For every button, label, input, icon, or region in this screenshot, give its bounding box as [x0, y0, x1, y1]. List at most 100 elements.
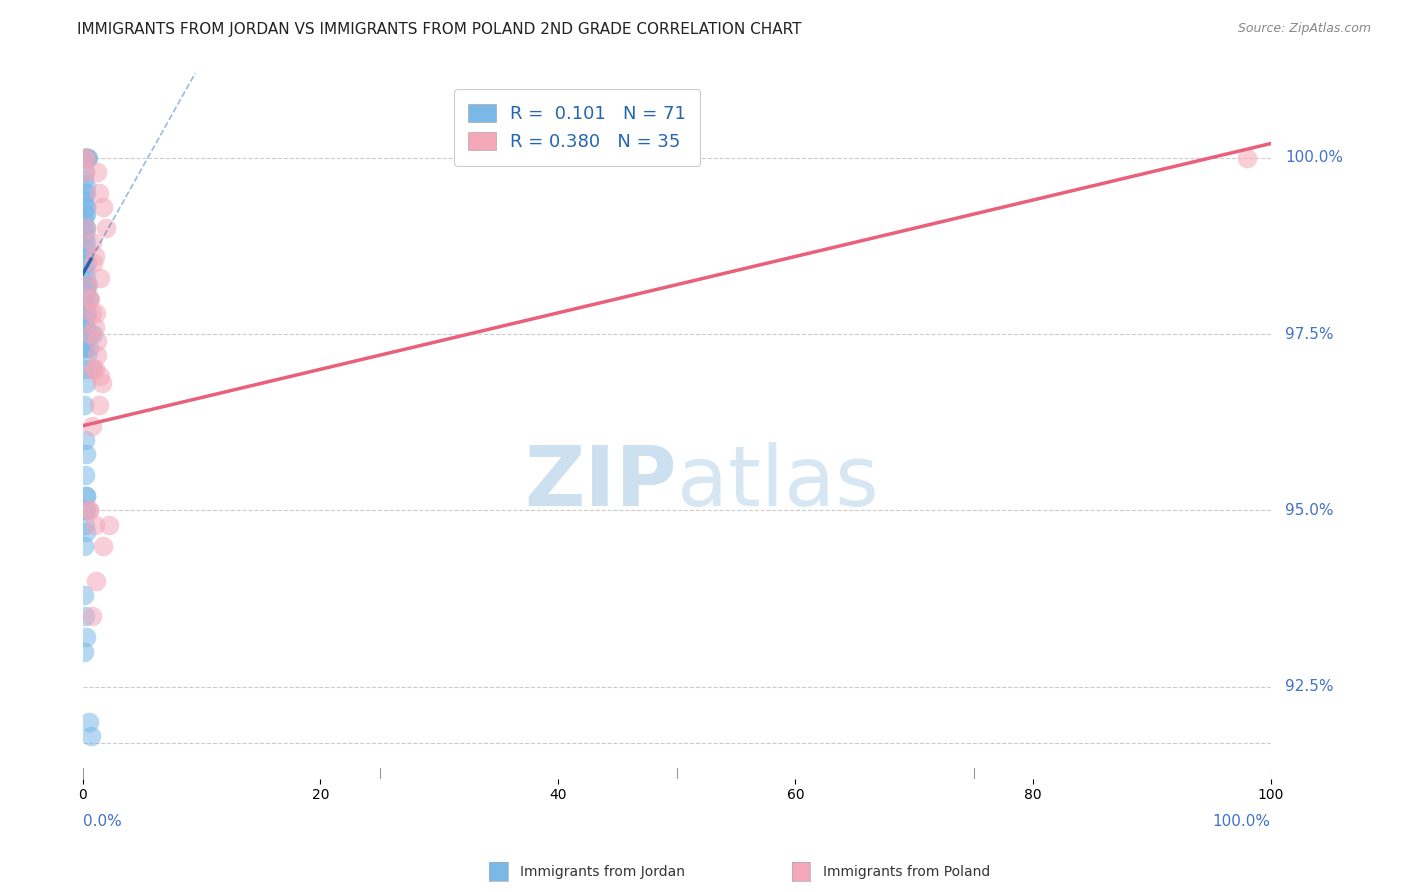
Text: Immigrants from Jordan: Immigrants from Jordan [520, 865, 685, 880]
Point [73, 193, 96, 207]
Point [79, 327, 101, 342]
Point [77, 292, 100, 306]
Point [75, 285, 97, 299]
Point [73, 151, 96, 165]
Point [75, 503, 97, 517]
Point [73, 277, 96, 292]
Point [75, 151, 97, 165]
Point [75, 207, 97, 221]
Point [80, 418, 103, 433]
Point [75, 376, 97, 391]
Text: 0.0%: 0.0% [83, 814, 121, 829]
Point [73, 214, 96, 228]
Point [75, 306, 97, 320]
Point [75, 243, 97, 257]
Point [73, 207, 96, 221]
Text: 100.0%: 100.0% [1285, 150, 1343, 165]
Point [76, 348, 98, 362]
Point [80, 362, 103, 376]
Point [73, 588, 96, 602]
Text: Source: ZipAtlas.com: Source: ZipAtlas.com [1237, 22, 1371, 36]
Point [83, 249, 105, 263]
Text: Immigrants from Poland: Immigrants from Poland [823, 865, 990, 880]
Point [73, 503, 96, 517]
Point [86, 165, 108, 179]
Point [73, 171, 96, 186]
Point [73, 186, 96, 200]
Point [75, 151, 97, 165]
Point [83, 320, 105, 334]
Point [77, 151, 100, 165]
Point [73, 151, 96, 165]
Text: 100.0%: 100.0% [1213, 814, 1271, 829]
Point [90, 376, 112, 391]
Point [73, 334, 96, 348]
Point [89, 369, 111, 384]
Point [75, 186, 97, 200]
Point [79, 327, 101, 342]
Point [77, 277, 100, 292]
Point [86, 348, 108, 362]
Point [80, 306, 103, 320]
Point [75, 489, 97, 503]
Point [75, 489, 97, 503]
Point [76, 277, 98, 292]
Point [80, 609, 103, 624]
Point [73, 228, 96, 243]
Point [73, 468, 96, 483]
Point [83, 362, 105, 376]
Point [73, 539, 96, 553]
Point [75, 299, 97, 313]
Text: 92.5%: 92.5% [1285, 680, 1333, 694]
Point [75, 221, 97, 235]
Point [73, 228, 96, 243]
Point [82, 362, 104, 376]
Point [98, 517, 121, 532]
Point [96, 221, 118, 235]
Point [82, 256, 104, 270]
Point [75, 178, 97, 193]
Point [93, 539, 115, 553]
Point [84, 574, 107, 588]
Point [77, 503, 100, 517]
Point [73, 609, 96, 624]
Point [73, 221, 96, 235]
Point [77, 292, 100, 306]
Legend: R =  0.101   N = 71, R = 0.380   N = 35: R = 0.101 N = 71, R = 0.380 N = 35 [454, 89, 700, 166]
Point [75, 320, 97, 334]
Point [73, 644, 96, 658]
Point [80, 729, 103, 743]
Point [73, 249, 96, 263]
Point [75, 327, 97, 342]
Point [75, 270, 97, 285]
Point [73, 292, 96, 306]
Point [73, 517, 96, 532]
Text: 95.0%: 95.0% [1285, 503, 1333, 518]
Point [73, 362, 96, 376]
Point [76, 256, 98, 270]
Point [86, 334, 108, 348]
Point [1236, 151, 1258, 165]
Y-axis label: 2nd Grade: 2nd Grade [0, 385, 7, 467]
Point [73, 151, 96, 165]
Point [73, 165, 96, 179]
Point [75, 200, 97, 214]
Point [77, 503, 100, 517]
Point [75, 631, 97, 645]
Text: IMMIGRANTS FROM JORDAN VS IMMIGRANTS FROM POLAND 2ND GRADE CORRELATION CHART: IMMIGRANTS FROM JORDAN VS IMMIGRANTS FRO… [77, 22, 801, 37]
Point [75, 277, 97, 292]
Point [73, 243, 96, 257]
Point [89, 398, 111, 412]
Point [75, 447, 97, 461]
Point [76, 151, 98, 165]
Point [75, 341, 97, 355]
Text: 97.5%: 97.5% [1285, 326, 1333, 342]
Point [83, 517, 105, 532]
Point [84, 306, 107, 320]
Point [89, 186, 111, 200]
Point [77, 715, 100, 730]
Point [73, 292, 96, 306]
Point [89, 270, 111, 285]
Point [76, 306, 98, 320]
Point [73, 341, 96, 355]
